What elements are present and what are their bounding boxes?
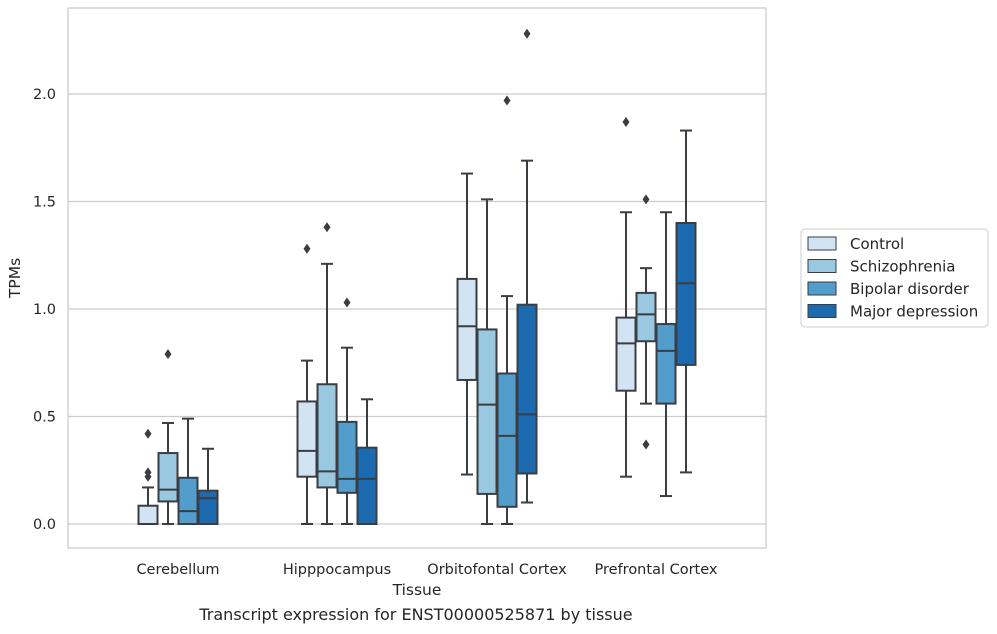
box-iqr bbox=[456, 277, 478, 381]
outlier-point bbox=[642, 194, 650, 205]
box-bipolar-disorder bbox=[336, 297, 358, 525]
figure-caption: Transcript expression for ENST0000052587… bbox=[199, 605, 633, 624]
box-iqr bbox=[336, 420, 358, 494]
legend-swatch bbox=[807, 259, 837, 273]
box-iqr bbox=[157, 452, 179, 503]
outlier-point bbox=[622, 116, 630, 127]
box-iqr bbox=[476, 328, 498, 495]
x-tick-labels: Cerebellum Hipppocampus Orbitofontal Corte… bbox=[136, 562, 717, 578]
box-control bbox=[137, 428, 159, 526]
y-tick-labels: 0.0 0.5 1.0 1.5 2.0 bbox=[33, 87, 56, 533]
box-control bbox=[456, 172, 478, 476]
legend: Control Schizophrenia Bipolar disorder Majo… bbox=[800, 228, 989, 328]
outlier-point bbox=[144, 428, 152, 439]
box-iqr bbox=[615, 316, 637, 392]
box-bipolar-disorder bbox=[655, 211, 677, 498]
box-major-depression bbox=[675, 129, 697, 474]
legend-label: Control bbox=[850, 235, 904, 253]
box-control bbox=[615, 116, 637, 478]
box-schizophrenia bbox=[316, 222, 338, 525]
outlier-point bbox=[303, 243, 311, 254]
outlier-point bbox=[642, 439, 650, 450]
box-schizophrenia bbox=[157, 349, 179, 525]
legend-label: Schizophrenia bbox=[850, 258, 955, 276]
box-schizophrenia bbox=[635, 194, 657, 450]
x-tick-label: Hipppocampus bbox=[283, 562, 391, 578]
gridlines bbox=[68, 93, 766, 525]
box-major-depression bbox=[197, 447, 219, 525]
legend-label: Major depression bbox=[850, 303, 978, 321]
legend-swatch bbox=[807, 281, 837, 296]
outlier-point bbox=[323, 222, 331, 233]
box-iqr bbox=[655, 323, 677, 405]
box-iqr bbox=[516, 303, 538, 475]
box-iqr bbox=[137, 504, 159, 526]
x-tick-label: Orbitofontal Cortex bbox=[427, 562, 567, 578]
box-iqr bbox=[197, 489, 219, 525]
plot-frame bbox=[67, 7, 767, 549]
y-tick-label: 2.0 bbox=[33, 87, 56, 103]
outlier-point bbox=[144, 467, 152, 478]
outlier-point bbox=[523, 28, 531, 39]
box-iqr bbox=[675, 222, 697, 366]
outlier-point bbox=[343, 297, 351, 308]
y-tick-label: 0.5 bbox=[33, 410, 56, 426]
box-iqr bbox=[296, 400, 318, 478]
box-iqr bbox=[177, 476, 199, 525]
box-bipolar-disorder bbox=[496, 95, 518, 525]
legend-swatch bbox=[807, 236, 837, 251]
x-tick-label: Cerebellum bbox=[136, 562, 219, 578]
y-tick-label: 1.0 bbox=[33, 302, 56, 318]
y-axis-label: TPMs bbox=[6, 258, 24, 299]
box-major-depression bbox=[356, 398, 378, 525]
x-tick-label: Prefrontal Cortex bbox=[595, 562, 718, 578]
y-tick-label: 1.5 bbox=[33, 195, 56, 211]
box-control bbox=[296, 243, 318, 525]
box-schizophrenia bbox=[476, 198, 498, 525]
outlier-point bbox=[164, 349, 172, 360]
y-tick-label: 0.0 bbox=[33, 517, 56, 533]
box-iqr bbox=[356, 446, 378, 525]
legend-label: Bipolar disorder bbox=[850, 280, 970, 298]
box-bipolar-disorder bbox=[177, 417, 199, 525]
legend-swatch bbox=[807, 304, 837, 318]
box-iqr bbox=[496, 372, 518, 508]
boxes bbox=[137, 28, 697, 526]
box-iqr bbox=[635, 291, 657, 343]
box-major-depression bbox=[516, 28, 538, 504]
outlier-point bbox=[503, 95, 511, 106]
legend-frame bbox=[800, 228, 989, 328]
x-axis-label: Tissue bbox=[392, 581, 442, 599]
